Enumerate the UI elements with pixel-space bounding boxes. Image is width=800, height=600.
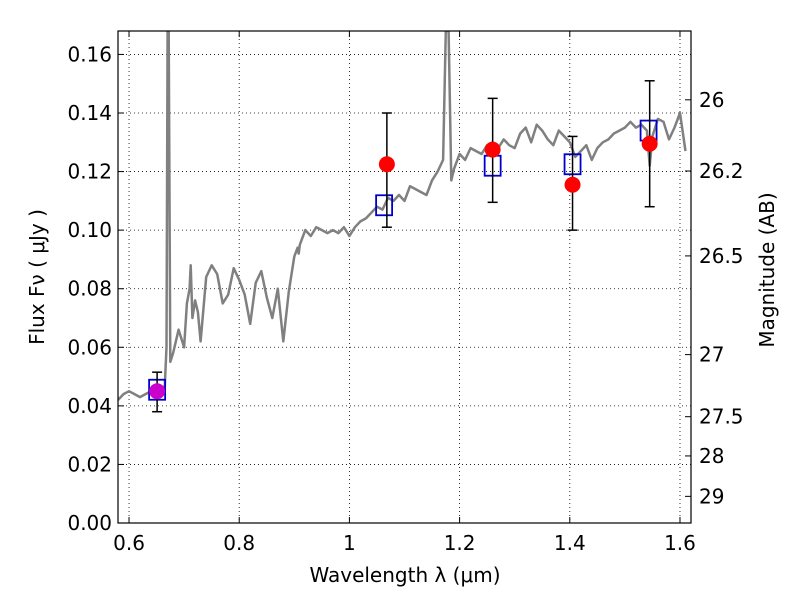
right-tick-label: 26.2 (699, 159, 744, 183)
y-tick-label: 0.10 (67, 218, 112, 242)
y-tick-label: 0.16 (67, 42, 112, 66)
right-tick-label: 29 (699, 484, 724, 508)
x-axis-label: Wavelength λ (μm) (309, 563, 500, 587)
right-tick-label: 27 (699, 343, 724, 367)
observed-photometry-point (484, 141, 501, 158)
x-tick-label: 0.6 (113, 531, 145, 555)
right-axis-label: Magnitude (AB) (755, 192, 779, 347)
y-tick-label: 0.02 (67, 452, 112, 476)
right-tick-label: 26.5 (699, 244, 744, 268)
grid (118, 31, 691, 524)
marker-layer (148, 80, 658, 413)
y-tick-label: 0.14 (67, 101, 112, 125)
x-tick-label: 0.8 (223, 531, 255, 555)
y-tick-label: 0.12 (67, 160, 112, 184)
observed-photometry-point (149, 383, 166, 400)
y-axis-label: Flux Fν ( μJy ) (25, 209, 49, 345)
spectrum-line (118, 31, 687, 401)
x-tick-label: 1.6 (664, 531, 696, 555)
x-tick-label: 1.2 (444, 531, 476, 555)
right-tick-label: 27.5 (699, 405, 744, 429)
y-tick-label: 0.08 (67, 277, 112, 301)
y-tick-label: 0.04 (67, 394, 112, 418)
y-tick-label: 0.00 (67, 511, 112, 535)
observed-photometry-point (378, 156, 395, 173)
observed-photometry-point (641, 135, 658, 152)
right-tick-label: 26 (699, 88, 724, 112)
right-tick-label: 28 (699, 444, 724, 468)
plot-frame (117, 30, 692, 524)
x-tick-label: 1.4 (554, 531, 586, 555)
y-tick-label: 0.06 (67, 335, 112, 359)
model-photometry-marker (375, 194, 394, 217)
x-tick-label: 1 (343, 531, 356, 555)
observed-photometry-point (564, 176, 581, 193)
series-layer (118, 31, 687, 401)
ticks: 0.6 0.8 1 1.2 1.4 1.6 0.00 0.02 0.04 0.06 0.08 0.10… (67, 31, 744, 555)
